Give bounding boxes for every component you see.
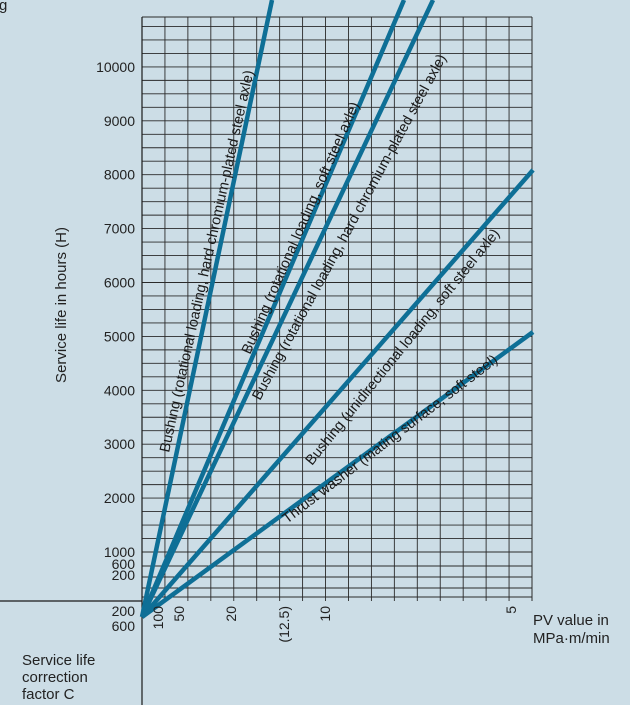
correction-factor-label: Service life correction factor C (22, 652, 95, 703)
y-tick-label: 2000 (104, 490, 135, 506)
series-annotation: Thrust washer (mating surface, soft stee… (280, 352, 501, 527)
x-tick-label: (12.5) (276, 606, 292, 643)
y-tick-label: 3000 (104, 436, 135, 452)
y-tick-label: 8000 (104, 167, 135, 183)
correction-factor-label-line3: factor C (22, 686, 75, 703)
x-tick-label: 50 (171, 606, 187, 622)
series-line (139, 0, 407, 618)
series-line (139, 0, 275, 618)
x-tick-labels: 100 50 20 (12.5) 10 5 (150, 606, 519, 643)
y-tick-label: 600 (112, 556, 136, 572)
series-line (139, 0, 436, 618)
correction-factor-label-line1: Service life (22, 652, 95, 669)
x-axis-label-line1: PV value in (533, 612, 609, 629)
chart-grid (0, 16, 533, 705)
series-layer (139, 0, 535, 619)
series-line (140, 330, 535, 619)
y-tick-label: 9000 (104, 113, 135, 129)
y-tick-labels: 1000 2000 3000 4000 5000 6000 7000 8000 9000 1000… (96, 59, 135, 634)
x-tick-label: 10 (317, 606, 333, 622)
series-line (140, 168, 535, 619)
y-tick-label-lower: 200 (112, 603, 136, 619)
y-tick-label: 6000 (104, 275, 135, 291)
x-tick-label: 5 (503, 606, 519, 614)
x-axis-label-line2: MPa·m/min (533, 630, 610, 647)
y-tick-label: 1000 (104, 544, 135, 560)
x-tick-label: 100 (150, 606, 166, 630)
y-tick-label-lower: 600 (112, 618, 136, 634)
y-tick-label: 10000 (96, 59, 135, 75)
y-tick-label: 200 (112, 567, 136, 583)
figure-header-fragment: g (0, 0, 7, 14)
y-tick-label: 4000 (104, 382, 135, 398)
x-tick-label: 20 (223, 606, 239, 622)
y-tick-label: 7000 (104, 221, 135, 237)
y-axis-label: Service life in hours (H) (53, 227, 70, 383)
y-tick-label: 5000 (104, 328, 135, 344)
correction-factor-label-line2: correction (22, 669, 88, 686)
series-annotation: Bushing (rotational loading, hard chromi… (157, 69, 257, 454)
